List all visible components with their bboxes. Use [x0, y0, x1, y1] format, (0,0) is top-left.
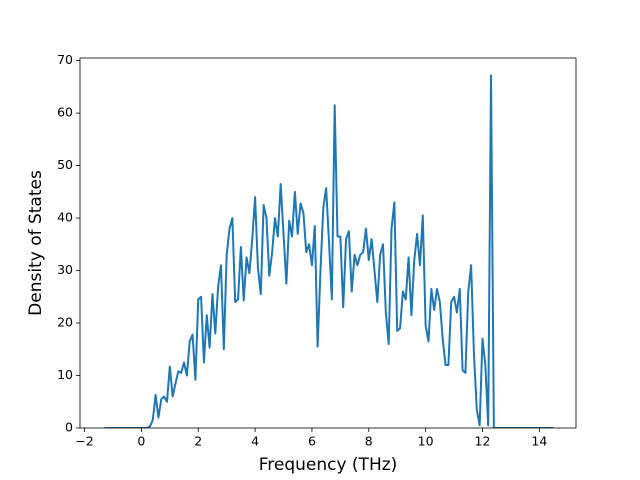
- y-tick-label: 20: [57, 315, 73, 330]
- y-tick-label: 50: [57, 157, 73, 172]
- y-tick-label: 60: [57, 105, 73, 120]
- x-tick-label: 8: [365, 434, 373, 449]
- x-tick-label: 2: [194, 434, 202, 449]
- y-axis-label: Density of States: [26, 170, 46, 316]
- x-tick-label: 6: [308, 434, 316, 449]
- plot-frame: [79, 57, 577, 429]
- y-tick-label: 30: [57, 262, 73, 277]
- y-tick-label: 10: [57, 367, 73, 382]
- x-tick-label: −2: [75, 434, 93, 449]
- x-tick-label: 0: [137, 434, 145, 449]
- x-tick-label: 10: [418, 434, 434, 449]
- x-axis-label: Frequency (THz): [259, 455, 398, 475]
- x-tick-label: 4: [251, 434, 259, 449]
- y-tick-label: 0: [65, 420, 73, 435]
- x-tick-label: 14: [531, 434, 547, 449]
- data-line: [104, 74, 554, 428]
- y-tick-label: 40: [57, 210, 73, 225]
- y-tick-label: 70: [57, 52, 73, 67]
- x-tick-label: 12: [475, 434, 491, 449]
